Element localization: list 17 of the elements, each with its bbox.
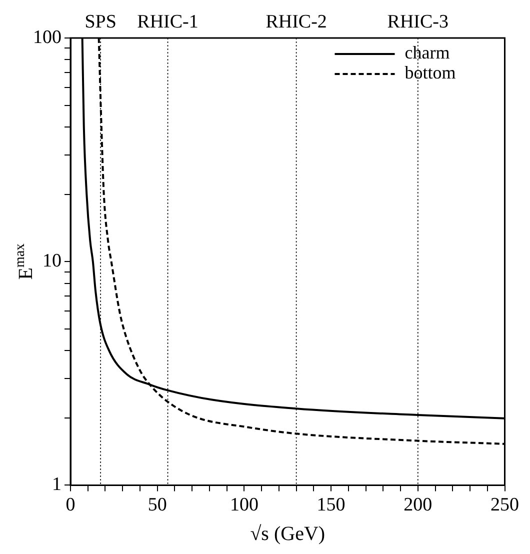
- ref-line-label: RHIC-3: [387, 11, 449, 32]
- y-tick-label: 100: [33, 26, 62, 48]
- ref-line-label: SPS: [84, 11, 116, 32]
- ref-line-label: RHIC-1: [137, 11, 198, 32]
- x-tick-label: 150: [316, 494, 346, 516]
- y-tick-label: 10: [42, 250, 62, 272]
- x-tick-label: 50: [148, 494, 167, 516]
- x-tick-label: 0: [66, 494, 76, 516]
- x-tick-label: 200: [404, 494, 432, 516]
- x-tick-label: 250: [490, 494, 519, 516]
- x-axis-title: √s (GeV): [250, 523, 326, 545]
- y-axis-title: Emax: [13, 243, 37, 280]
- x-tick-label: 100: [230, 494, 258, 516]
- legend-label: bottom: [404, 62, 456, 83]
- ref-line-label: RHIC-2: [266, 11, 327, 32]
- legend-label: charm: [404, 42, 450, 63]
- y-tick-label: 1: [52, 474, 62, 496]
